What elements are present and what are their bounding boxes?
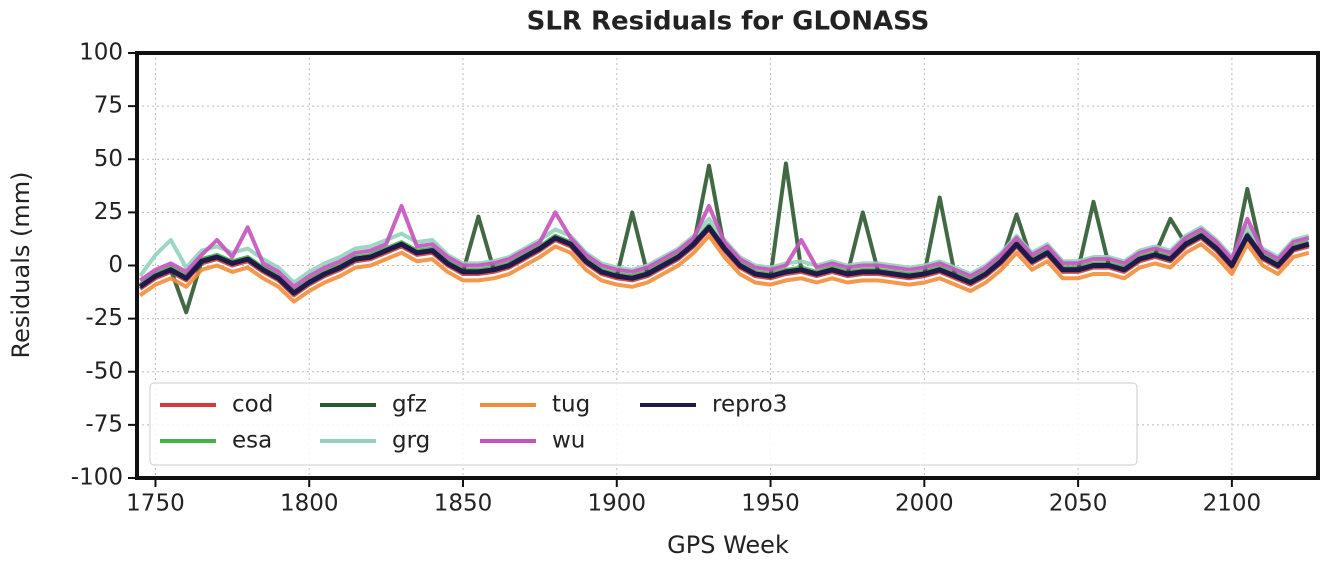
y-tick-label: 75 <box>94 93 123 119</box>
x-tick-label: 1950 <box>741 491 800 517</box>
x-tick-label: 1900 <box>588 491 647 517</box>
series-line <box>138 204 1310 289</box>
chart-title: SLR Residuals for GLONASS <box>527 7 930 37</box>
legend-label: tug <box>552 392 590 418</box>
x-tick-label: 2100 <box>1203 491 1262 517</box>
series-line <box>138 224 1310 296</box>
y-axis-label: Residuals (mm) <box>7 172 35 359</box>
y-tick-label: -100 <box>71 465 123 491</box>
legend-box <box>149 382 1138 466</box>
y-tick-label: -75 <box>85 411 123 437</box>
y-tick-label: 0 <box>108 252 123 278</box>
legend-label: gfz <box>392 392 427 418</box>
plot-frame <box>135 51 1320 480</box>
legend-label: repro3 <box>712 392 787 418</box>
legend-label: cod <box>232 392 273 418</box>
legend-label: esa <box>232 428 272 454</box>
x-tick-label: 1750 <box>126 491 185 517</box>
y-tick-label: -25 <box>85 305 123 331</box>
x-tick-label: 2050 <box>1049 491 1108 517</box>
legend-label: grg <box>392 428 430 454</box>
x-axis-label: GPS Week <box>667 531 789 559</box>
y-tick-label: 100 <box>79 40 123 66</box>
legend-label: wu <box>552 428 585 454</box>
y-tick-label: -50 <box>85 358 123 384</box>
x-tick-label: 2000 <box>895 491 954 517</box>
x-tick-label: 1850 <box>434 491 493 517</box>
y-tick-label: 25 <box>94 199 123 225</box>
x-tick-label: 1800 <box>280 491 339 517</box>
y-tick-label: 50 <box>94 146 123 172</box>
series-line <box>138 233 1310 304</box>
